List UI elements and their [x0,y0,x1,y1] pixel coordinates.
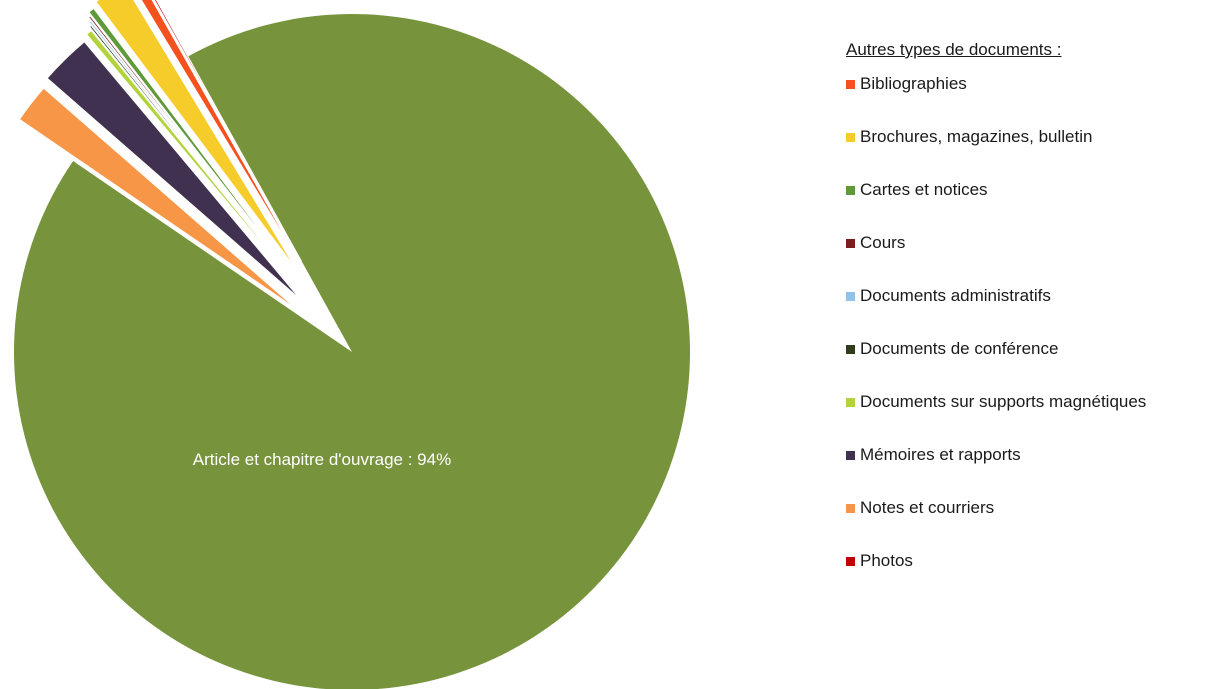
legend-swatch [846,397,855,407]
legend-swatch [846,556,855,566]
pie-slice [95,0,299,273]
legend-label: Documents de conférence [860,339,1059,358]
legend-label: Cours [860,233,906,252]
legend-item: Cartes et notices [846,180,1146,200]
legend-swatch [846,503,855,513]
legend-item: Documents de conférence [846,339,1146,359]
pie-slice [14,14,690,689]
legend: Autres types de documents : Bibliographi… [846,40,1146,604]
legend-item: Bibliographies [846,74,1146,94]
legend-title: Autres types de documents : [846,40,1062,59]
pie-slice [140,0,303,266]
legend-item: Documents administratifs [846,286,1146,306]
legend-item: Photos [846,551,1146,571]
legend-label: Documents administratifs [860,286,1051,305]
pie-slice [87,7,297,280]
legend-item: Brochures, magazines, bulletin [846,127,1146,147]
legend-swatch [846,238,855,248]
legend-label: Notes et courriers [860,498,995,517]
main-slice-label: Article et chapitre d'ouvrage : 94% [193,450,451,469]
legend-item: Cours [846,233,1146,253]
legend-swatch [846,344,855,354]
legend-label: Bibliographies [860,74,967,93]
pie-slice [85,29,305,294]
legend-item: Notes et courriers [846,498,1146,518]
legend-label: Mémoires et rapports [860,445,1021,464]
legend-swatch [846,185,855,195]
pie-slice [18,87,299,311]
legend-swatch [846,132,855,142]
legend-swatch [846,450,855,460]
pie-slices [14,0,690,689]
legend-label: Documents sur supports magnétiques [860,392,1147,411]
legend-items: Bibliographies Brochures, magazines, bull… [846,74,1146,571]
legend-item: Documents sur supports magnétiques [846,392,1146,412]
legend-item: Mémoires et rapports [846,445,1146,465]
legend-label: Brochures, magazines, bulletin [860,127,1093,146]
legend-label: Cartes et notices [860,180,988,199]
legend-swatch [846,79,855,89]
pie-slice [46,40,303,302]
legend-label: Photos [860,551,913,570]
pie-slice [87,15,299,284]
legend-swatch [846,291,855,301]
